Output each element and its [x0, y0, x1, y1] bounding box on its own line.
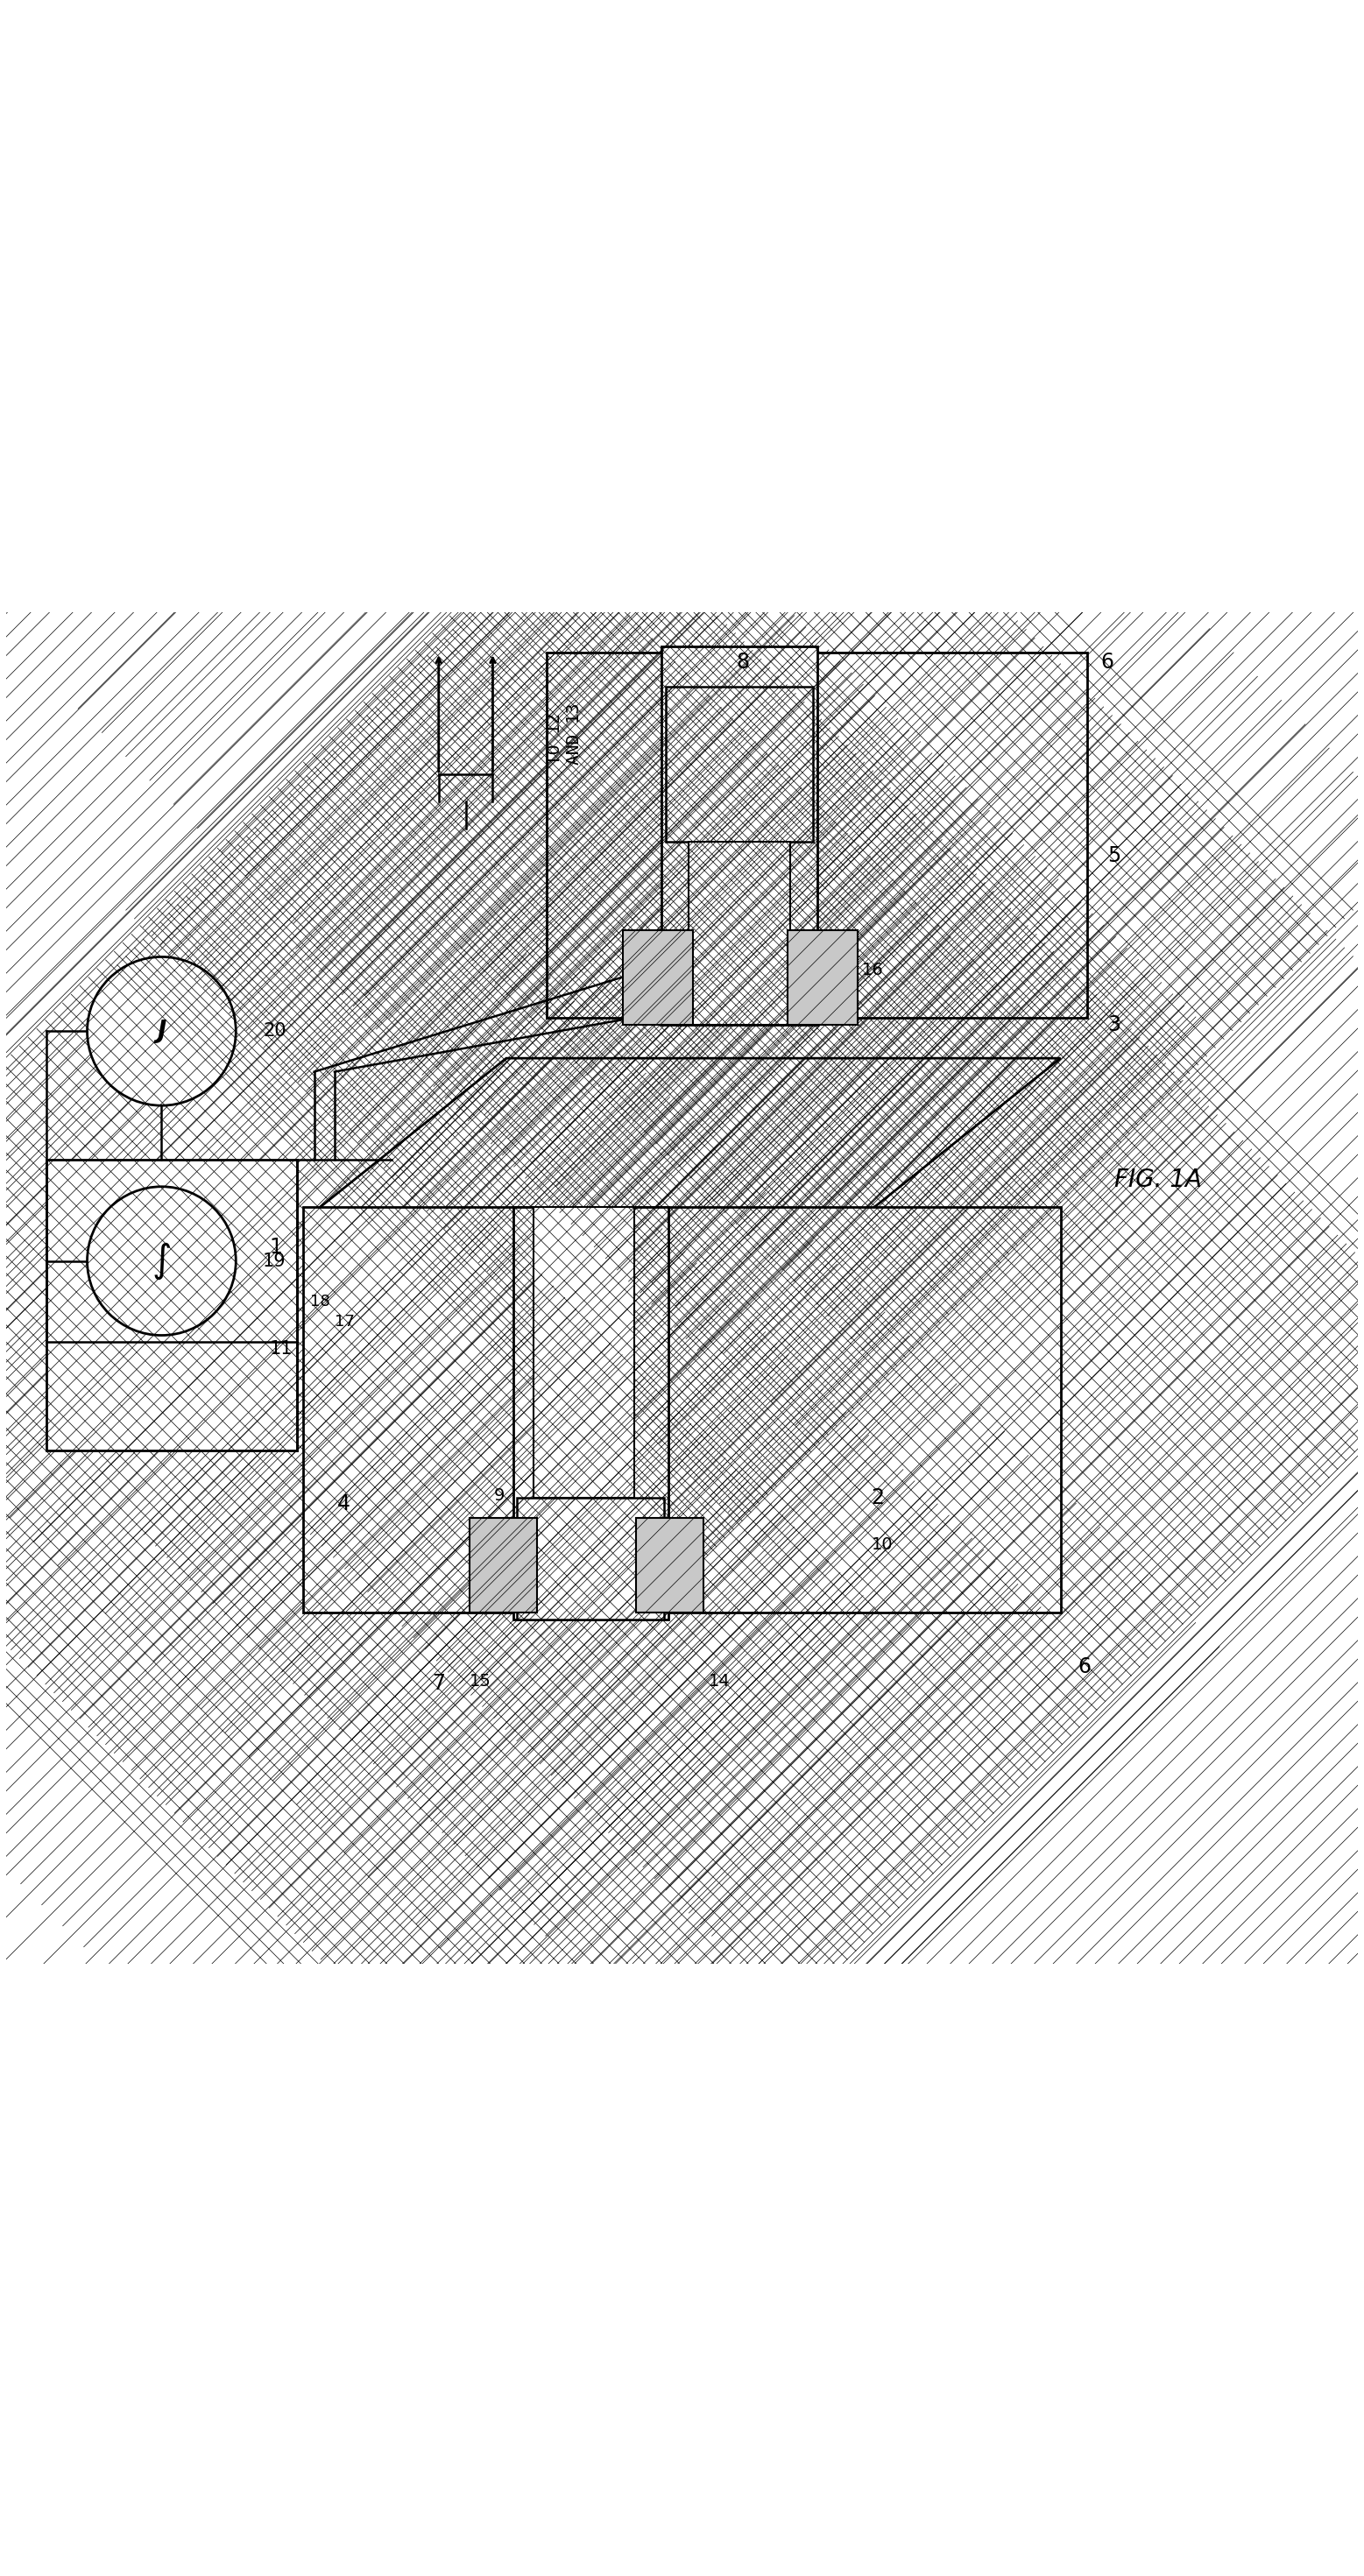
Text: 7: 7 — [432, 1674, 445, 1695]
Bar — [622, 930, 693, 1025]
Bar — [513, 1208, 668, 1620]
Text: 5: 5 — [1108, 845, 1121, 866]
Bar — [689, 842, 790, 1025]
Text: 2: 2 — [872, 1486, 884, 1507]
Bar — [533, 1208, 634, 1497]
Text: 19: 19 — [263, 1252, 286, 1270]
Bar — [469, 1517, 537, 1613]
Bar — [547, 652, 1087, 1018]
Circle shape — [87, 1188, 236, 1334]
Text: 11: 11 — [270, 1340, 293, 1358]
Bar — [517, 1497, 664, 1620]
Bar — [533, 1208, 634, 1497]
Bar — [517, 1497, 664, 1620]
Bar — [622, 930, 693, 1025]
Circle shape — [87, 956, 236, 1105]
Bar — [636, 1517, 704, 1613]
Bar — [303, 1208, 1061, 1613]
Text: 17: 17 — [334, 1314, 355, 1329]
Bar — [787, 930, 858, 1025]
Bar — [636, 1517, 704, 1613]
Text: 18: 18 — [310, 1293, 330, 1309]
Bar — [303, 1208, 1061, 1613]
Bar — [469, 1517, 537, 1613]
Text: 20: 20 — [263, 1023, 286, 1041]
Text: $\int$: $\int$ — [151, 1242, 172, 1280]
Text: 15: 15 — [469, 1674, 491, 1690]
Text: 16: 16 — [862, 961, 884, 979]
Bar — [46, 1159, 297, 1450]
Text: 3: 3 — [1108, 1015, 1121, 1036]
Bar — [662, 647, 817, 1025]
Bar — [787, 930, 858, 1025]
Bar — [547, 652, 1087, 1018]
Text: 10: 10 — [872, 1535, 893, 1553]
Polygon shape — [303, 1059, 1061, 1221]
Text: 14: 14 — [709, 1674, 731, 1690]
Bar — [689, 842, 790, 1025]
Text: 9: 9 — [494, 1486, 505, 1504]
Text: 8: 8 — [737, 652, 749, 672]
Bar — [666, 688, 813, 842]
Text: FIG. 1A: FIG. 1A — [1114, 1167, 1202, 1193]
Text: 6: 6 — [1101, 652, 1114, 672]
Text: TO 12
AND 13: TO 12 AND 13 — [547, 703, 582, 765]
Text: 4: 4 — [337, 1494, 351, 1515]
Polygon shape — [303, 1059, 1061, 1221]
Text: J: J — [157, 1020, 166, 1043]
Text: 1: 1 — [270, 1236, 282, 1257]
Bar — [666, 688, 813, 842]
Text: 6: 6 — [1078, 1656, 1091, 1677]
